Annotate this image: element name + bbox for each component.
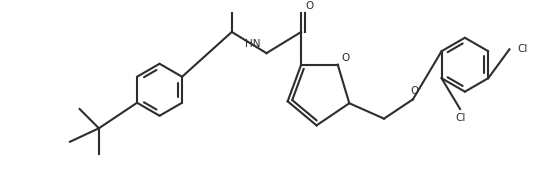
Text: O: O: [341, 53, 350, 63]
Text: O: O: [305, 1, 313, 11]
Text: HN: HN: [245, 39, 261, 49]
Text: Cl: Cl: [517, 44, 527, 54]
Text: Cl: Cl: [455, 113, 465, 123]
Text: O: O: [411, 86, 419, 96]
